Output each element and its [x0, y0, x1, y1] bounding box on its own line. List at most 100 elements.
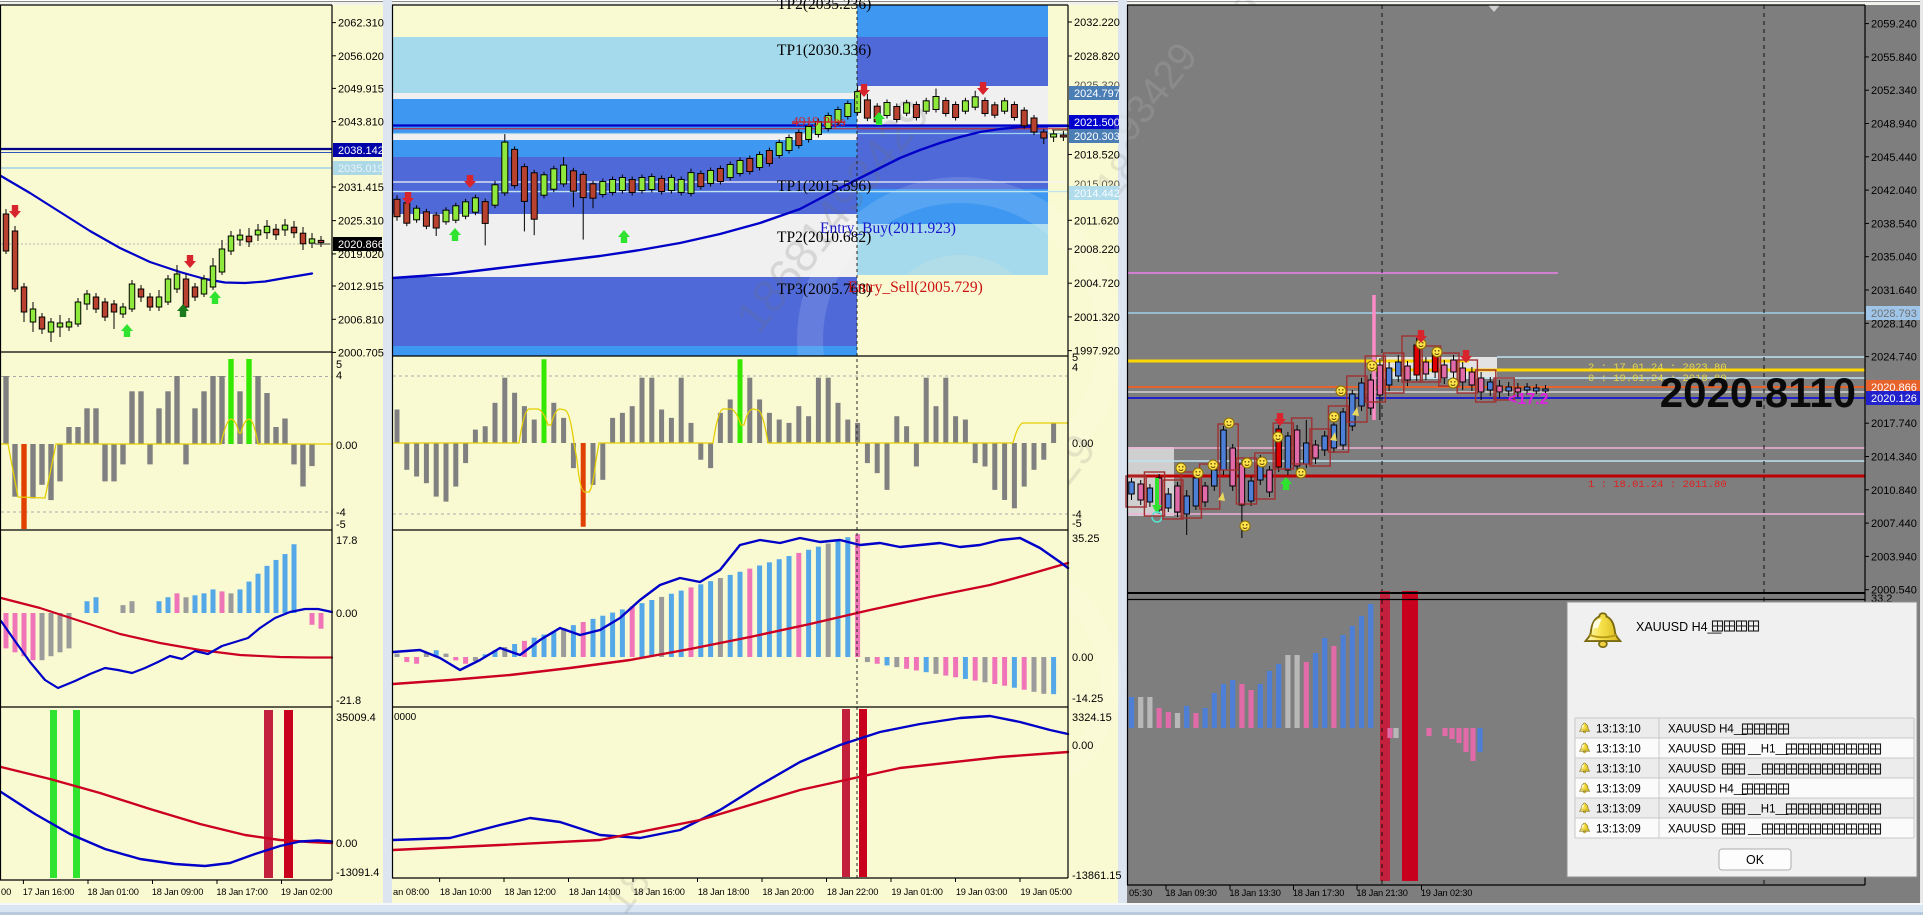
svg-text:-14.25: -14.25	[1072, 693, 1103, 705]
svg-text:13:13:10: 13:13:10	[1596, 744, 1641, 756]
svg-text:2035.019: 2035.019	[338, 163, 384, 175]
svg-text:2021.500: 2021.500	[1074, 117, 1120, 129]
svg-text:TP3(2005.768): TP3(2005.768)	[777, 281, 871, 298]
svg-text:2014.340: 2014.340	[1871, 452, 1917, 464]
svg-text:18 Jan 01:00: 18 Jan 01:00	[87, 887, 138, 897]
svg-text:5: 5	[1072, 352, 1078, 364]
svg-text:2049.915: 2049.915	[338, 83, 384, 95]
svg-text:-13861.15: -13861.15	[1072, 870, 1122, 882]
svg-text:18 Jan 12:00: 18 Jan 12:00	[504, 887, 555, 897]
svg-text:18 Jan 17:00: 18 Jan 17:00	[216, 887, 267, 897]
svg-text:2035.040: 2035.040	[1871, 252, 1917, 264]
svg-text:18 Jan 10:00: 18 Jan 10:00	[440, 887, 491, 897]
svg-text:3324.15: 3324.15	[1072, 712, 1112, 724]
svg-text:2020.126: 2020.126	[1871, 393, 1917, 405]
svg-text:4919 Pips: 4919 Pips	[792, 114, 846, 129]
svg-text:-21.8: -21.8	[336, 695, 361, 707]
svg-text:2024.740: 2024.740	[1871, 352, 1917, 364]
svg-text:TP1(2015.596): TP1(2015.596)	[777, 178, 871, 195]
svg-text:0.00: 0.00	[1072, 740, 1093, 752]
svg-text:an 08:00: an 08:00	[393, 887, 429, 897]
svg-text:18 Jan 14:00: 18 Jan 14:00	[569, 887, 620, 897]
svg-text:19 Jan 03:00: 19 Jan 03:00	[956, 887, 1007, 897]
svg-text:0.00: 0.00	[336, 440, 357, 452]
svg-text:XAUUSD: XAUUSD	[1668, 744, 1716, 756]
svg-text:2059.240: 2059.240	[1871, 19, 1917, 31]
svg-text:13:13:09: 13:13:09	[1596, 804, 1641, 816]
svg-text:2007.440: 2007.440	[1871, 518, 1917, 530]
svg-text:18 Jan 09:00: 18 Jan 09:00	[152, 887, 203, 897]
svg-text:XAUUSD: XAUUSD	[1668, 824, 1716, 836]
svg-text:-4: -4	[1072, 509, 1082, 521]
svg-text:XAUUSD: XAUUSD	[1668, 764, 1716, 776]
svg-text:2024.797: 2024.797	[1074, 88, 1120, 100]
svg-text:2056.020: 2056.020	[338, 51, 384, 63]
svg-text:2010.840: 2010.840	[1871, 485, 1917, 497]
svg-text:1 : 18.01.24 : 2011.80: 1 : 18.01.24 : 2011.80	[1588, 479, 1727, 491]
svg-text:13:13:09: 13:13:09	[1596, 824, 1641, 836]
svg-text:-4: -4	[336, 507, 346, 519]
svg-text:2028.793: 2028.793	[1871, 308, 1917, 320]
svg-text:2042.040: 2042.040	[1871, 185, 1917, 197]
svg-text:2020.8110: 2020.8110	[1660, 369, 1856, 416]
svg-text:18 Jan 17:30: 18 Jan 17:30	[1293, 888, 1344, 898]
svg-text:0.00: 0.00	[1072, 652, 1093, 664]
svg-text:-13091.4: -13091.4	[336, 867, 379, 879]
svg-text:0.00: 0.00	[1072, 438, 1093, 450]
svg-text:5: 5	[336, 359, 342, 371]
svg-text:2001.320: 2001.320	[1074, 312, 1120, 324]
svg-text:18 Jan 16:00: 18 Jan 16:00	[633, 887, 684, 897]
svg-text:__H1__: __H1__	[1747, 744, 1789, 756]
svg-text:0000: 0000	[394, 712, 417, 723]
svg-text:2020.866: 2020.866	[338, 239, 384, 251]
svg-text:2008.220: 2008.220	[1074, 244, 1120, 256]
svg-text:__H1__: __H1__	[1747, 804, 1789, 816]
svg-text:0.00: 0.00	[336, 838, 357, 850]
svg-text:__: __	[1747, 824, 1761, 836]
svg-text:TP1(2030.336): TP1(2030.336)	[777, 42, 871, 59]
svg-text:2038.142: 2038.142	[338, 145, 384, 157]
svg-text:2000.705: 2000.705	[338, 347, 384, 359]
svg-text:<17.2: <17.2	[1508, 391, 1549, 408]
svg-text:00: 00	[1, 887, 11, 897]
svg-text:2031.415: 2031.415	[338, 182, 384, 194]
svg-text:18 Jan 20:00: 18 Jan 20:00	[762, 887, 813, 897]
svg-text:2043.810: 2043.810	[338, 117, 384, 129]
svg-text:2052.340: 2052.340	[1871, 85, 1917, 97]
svg-text:17.8: 17.8	[336, 535, 357, 547]
svg-text:2038.540: 2038.540	[1871, 218, 1917, 230]
svg-text:-5: -5	[1072, 518, 1082, 530]
svg-text:17 Jan 16:00: 17 Jan 16:00	[23, 887, 74, 897]
svg-text:2031.640: 2031.640	[1871, 285, 1917, 297]
svg-text:2055.840: 2055.840	[1871, 52, 1917, 64]
svg-text:TP2(2010.682): TP2(2010.682)	[777, 229, 871, 246]
svg-text:18 Jan 09:30: 18 Jan 09:30	[1165, 888, 1216, 898]
svg-text:35.25: 35.25	[1072, 533, 1100, 545]
svg-text:18 Jan 18:00: 18 Jan 18:00	[698, 887, 749, 897]
svg-text:XAUUSD H4__: XAUUSD H4__	[1668, 784, 1747, 796]
svg-text:Entry_Sell(2005.729): Entry_Sell(2005.729)	[848, 279, 983, 296]
svg-text:2062.310: 2062.310	[338, 18, 384, 30]
svg-text:-5: -5	[336, 519, 346, 531]
svg-text:2018.520: 2018.520	[1074, 150, 1120, 162]
svg-text:XAUUSD H4__: XAUUSD H4__	[1636, 620, 1722, 634]
svg-text:2025.310: 2025.310	[338, 216, 384, 228]
svg-text:18 Jan 13:30: 18 Jan 13:30	[1229, 888, 1280, 898]
svg-text:2012.915: 2012.915	[338, 281, 384, 293]
svg-text:19 Jan 01:00: 19 Jan 01:00	[891, 887, 942, 897]
svg-text:19 Jan 02:00: 19 Jan 02:00	[281, 887, 332, 897]
svg-text:2004.720: 2004.720	[1074, 278, 1120, 290]
svg-text:2011.620: 2011.620	[1074, 215, 1119, 227]
svg-text:13:13:10: 13:13:10	[1596, 724, 1641, 736]
svg-text:2020.303: 2020.303	[1074, 131, 1120, 143]
svg-text:19 Jan 05:00: 19 Jan 05:00	[1020, 887, 1071, 897]
svg-text:2028.820: 2028.820	[1074, 51, 1120, 63]
svg-text:2019.020: 2019.020	[338, 249, 384, 261]
svg-text:35009.4: 35009.4	[336, 712, 376, 724]
svg-text:2048.940: 2048.940	[1871, 119, 1917, 131]
svg-text:Entry_Buy(2011.923): Entry_Buy(2011.923)	[820, 220, 956, 237]
svg-text:TP2(2035.236): TP2(2035.236)	[777, 0, 871, 13]
svg-text:0 : 19.01.24 : 2018.80: 0 : 19.01.24 : 2018.80	[1588, 373, 1727, 385]
svg-text:19 Jan 02:30: 19 Jan 02:30	[1421, 888, 1472, 898]
svg-text:05:30: 05:30	[1129, 888, 1152, 898]
